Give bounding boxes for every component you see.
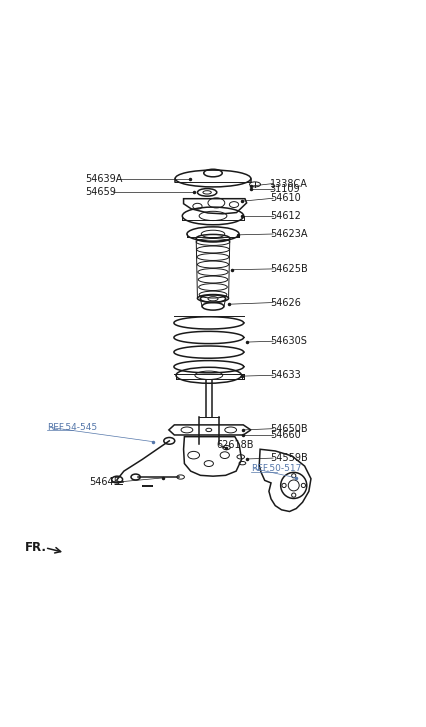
Text: 54660: 54660: [270, 430, 300, 440]
Text: 54650B: 54650B: [270, 424, 308, 434]
Text: 54612: 54612: [270, 212, 301, 221]
Text: 54623A: 54623A: [270, 229, 307, 239]
Text: 54610: 54610: [270, 193, 300, 204]
Text: 54633: 54633: [270, 370, 300, 380]
Text: 1338CA: 1338CA: [270, 179, 308, 188]
Text: 54639A: 54639A: [85, 174, 123, 185]
Text: 54626: 54626: [270, 297, 301, 308]
Text: 54659: 54659: [86, 187, 116, 197]
Text: REF.54-545: REF.54-545: [47, 423, 97, 432]
Text: 54630S: 54630S: [270, 336, 307, 346]
Text: REF.50-517: REF.50-517: [251, 464, 301, 473]
Text: 54559B: 54559B: [270, 453, 308, 463]
Text: 54645: 54645: [89, 477, 121, 487]
Text: FR.: FR.: [25, 541, 46, 554]
Text: 54625B: 54625B: [270, 264, 308, 274]
Text: 62618B: 62618B: [216, 441, 254, 451]
Text: 31109: 31109: [270, 185, 300, 194]
